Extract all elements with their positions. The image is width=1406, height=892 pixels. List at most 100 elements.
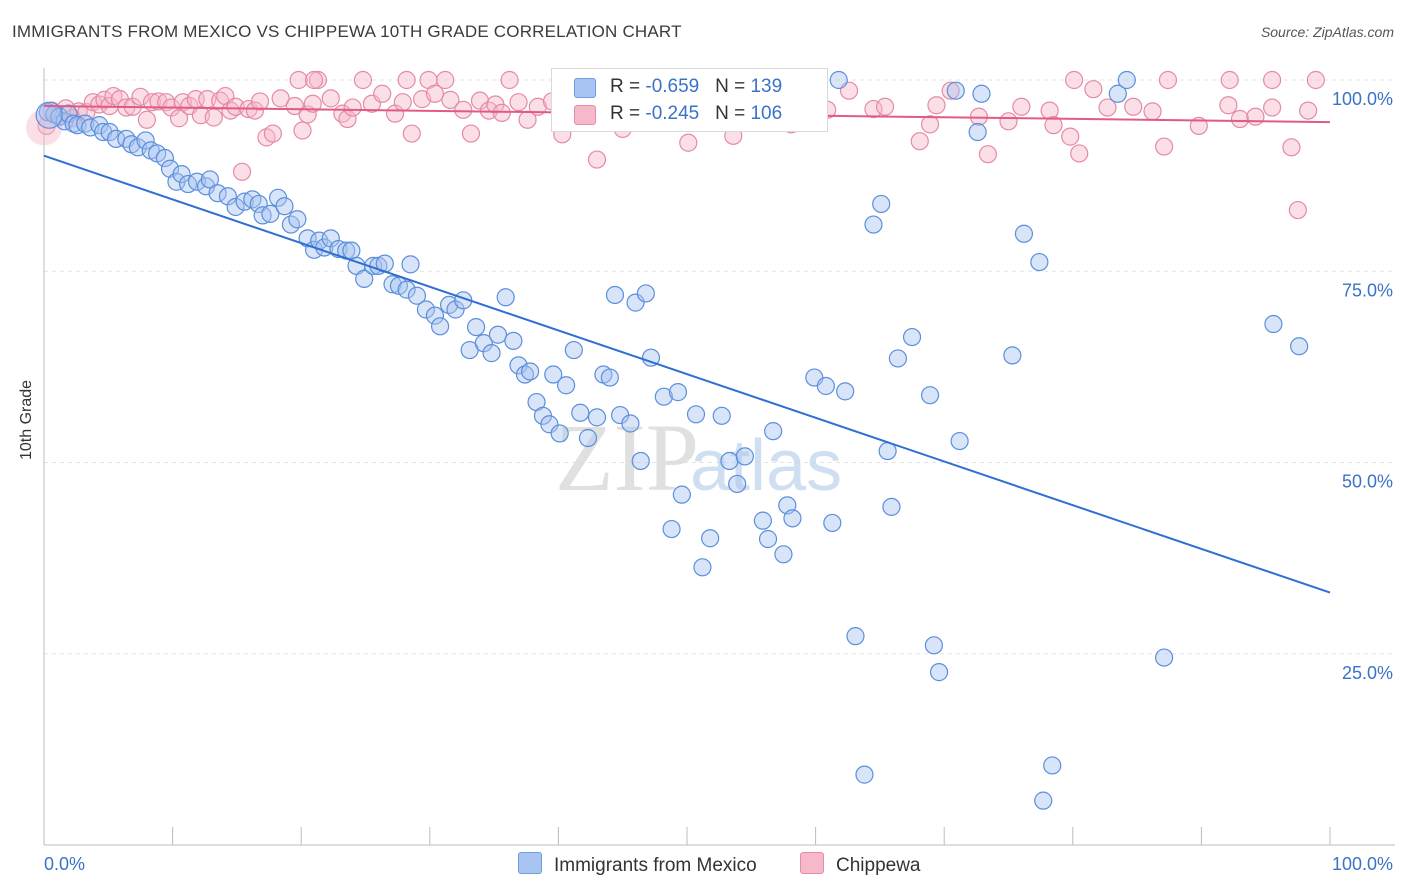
chippewa-point [343, 98, 362, 117]
mexico-point [416, 300, 436, 319]
n-label: N = [715, 76, 751, 97]
r-label: R = [610, 76, 646, 97]
mexico-point [261, 204, 280, 223]
mexico-point [550, 424, 569, 443]
chippewa-point [1263, 70, 1282, 90]
chippewa-point [425, 84, 445, 103]
r-value: -0.245 [645, 103, 700, 124]
mexico-point [430, 317, 450, 336]
legend-label-chippewa: Chippewa [836, 855, 921, 876]
mexico-point [425, 306, 445, 325]
chippewa-point [1220, 70, 1239, 90]
mexico-point [226, 197, 245, 217]
mexico-point [439, 295, 459, 315]
mexico-point [504, 331, 523, 350]
mexico-point [1014, 224, 1034, 243]
chippewa-point [470, 91, 490, 110]
chippewa-point [999, 112, 1018, 131]
x-tick-label: 0.0% [44, 854, 85, 874]
mexico-point [758, 529, 778, 549]
mexico-point [172, 164, 191, 184]
mexico-point [496, 288, 515, 307]
mexico-point [823, 513, 842, 533]
mexico-point [275, 197, 294, 216]
chippewa-point [1263, 98, 1282, 117]
chippewa-point [304, 70, 324, 90]
mexico-point [701, 529, 720, 548]
mexico-point [1030, 252, 1049, 272]
chippewa-point [441, 90, 460, 109]
mexico-point [540, 415, 559, 434]
mexico-point [397, 280, 416, 299]
chippewa-point [492, 103, 511, 122]
series-legend: Immigrants from Mexico Chippewa [0, 852, 1406, 878]
mexico-point [872, 194, 891, 214]
chippewa-point [587, 150, 607, 169]
mexico-point [829, 70, 848, 90]
source-label: Source: ZipAtlas.com [1260, 24, 1394, 40]
mexico-point [753, 511, 772, 530]
chippewa-point [1282, 138, 1301, 157]
mexico-point [662, 519, 681, 539]
mexico-point [557, 376, 576, 395]
chippewa-point [1288, 200, 1307, 220]
chippewa-point [1299, 101, 1318, 120]
chippewa-point [1124, 97, 1143, 116]
chippewa-point [941, 81, 960, 100]
r-value: -0.659 [645, 76, 700, 97]
mexico-point [1043, 756, 1062, 775]
legend-item-chippewa[interactable]: Chippewa [800, 852, 921, 877]
n-value: 106 [750, 103, 783, 124]
mexico-point [208, 184, 227, 203]
mexico-point [1034, 791, 1053, 810]
mexico-point [864, 215, 883, 234]
mexico-point [693, 558, 712, 577]
mexico-point [466, 317, 486, 337]
chippewa-point [137, 110, 156, 129]
mexico-point [446, 300, 465, 319]
chippewa-point [245, 101, 265, 120]
mexico-point [249, 194, 268, 214]
x-tick-label: 100.0% [1332, 854, 1393, 874]
chippewa-point [1084, 80, 1103, 99]
chippewa-point [1189, 116, 1208, 136]
chippewa-point [528, 97, 547, 116]
mexico-point [600, 368, 619, 387]
watermark-atlas: atlas [690, 426, 842, 506]
mexico-point [668, 383, 688, 402]
chippewa-point [232, 162, 252, 181]
mexico-point [253, 206, 272, 225]
mexico-point [1117, 70, 1136, 90]
mexico-point [383, 275, 402, 294]
mexico-point [626, 293, 645, 312]
mexico-point [243, 190, 262, 209]
chippewa-point [509, 93, 528, 112]
chippewa-point [1246, 107, 1265, 126]
mexico-point [972, 84, 991, 103]
chippewa-point [204, 108, 223, 127]
chippewa-point [461, 124, 481, 143]
chippewa-point [1070, 144, 1089, 163]
chippewa-point [373, 84, 392, 103]
watermark: ZIP atlas [555, 404, 842, 511]
mexico-point [929, 663, 949, 682]
chippewa-point [1064, 70, 1084, 90]
chippewa-point [1061, 127, 1080, 146]
chippewa-point [436, 70, 455, 90]
mexico-point [521, 362, 540, 381]
mexico-point [1264, 314, 1283, 334]
mexico-point [882, 497, 901, 516]
mexico-point [482, 344, 501, 363]
mexico-point [605, 285, 625, 305]
mexico-point [946, 81, 965, 100]
tick-labels: 25.0% 50.0% 75.0% 100.0% 0.0% 100.0% [44, 89, 1393, 874]
mexico-point [564, 340, 583, 360]
chippewa-point [1219, 96, 1238, 115]
chippewa-point [397, 70, 416, 90]
mexico-point [488, 325, 508, 344]
chippewa-point [1044, 116, 1063, 135]
mexico-point [355, 269, 374, 288]
legend-item-mexico[interactable]: Immigrants from Mexico [518, 852, 757, 877]
chippewa-point [289, 70, 308, 90]
